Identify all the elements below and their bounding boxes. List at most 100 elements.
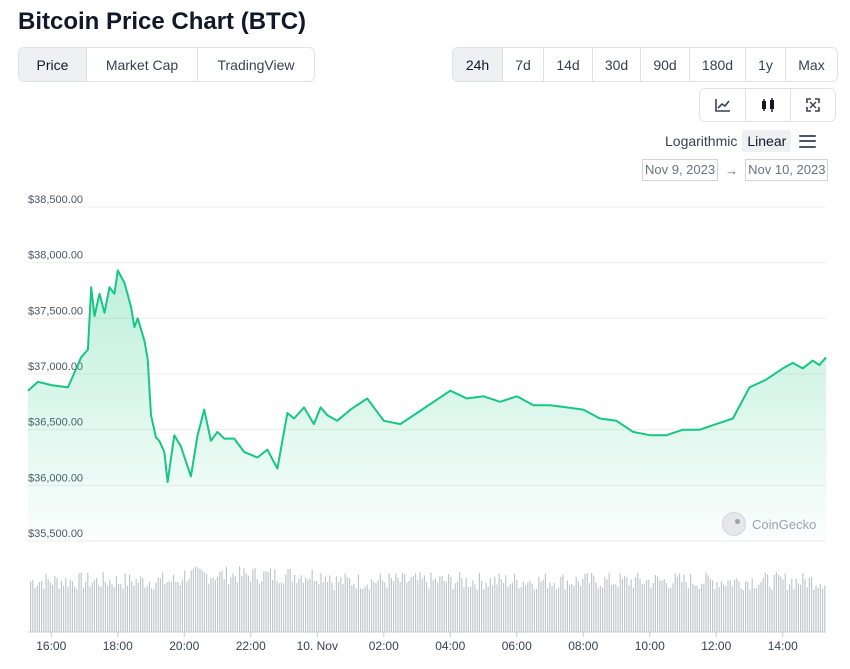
volume-bar — [778, 574, 780, 632]
volume-bar — [135, 579, 137, 632]
volume-bar — [54, 575, 56, 632]
volume-bar — [610, 585, 612, 632]
volume-bar — [344, 573, 346, 632]
volume-bar — [659, 580, 661, 632]
line-chart-button[interactable] — [700, 89, 745, 121]
volume-bar — [542, 580, 544, 632]
volume-bar — [560, 576, 562, 632]
fullscreen-button[interactable] — [790, 89, 835, 121]
volume-bar — [371, 579, 373, 632]
volume-bar — [736, 578, 738, 632]
volume-bar — [179, 585, 181, 632]
volume-bar — [85, 582, 87, 632]
range-tab-180d[interactable]: 180d — [689, 48, 745, 81]
volume-bar — [342, 583, 344, 632]
volume-bar — [615, 584, 617, 632]
volume-bar — [773, 574, 775, 632]
volume-bar — [450, 577, 452, 632]
volume-bar — [819, 584, 821, 632]
volume-bar — [694, 585, 696, 632]
volume-bar — [683, 574, 685, 632]
volume-bar — [753, 588, 755, 632]
volume-bar — [239, 566, 241, 632]
range-tab-24h[interactable]: 24h — [453, 48, 502, 81]
volume-bar — [93, 580, 95, 632]
range-tab-30d[interactable]: 30d — [592, 48, 640, 81]
menu-icon[interactable] — [799, 134, 817, 148]
tab-tradingview[interactable]: TradingView — [197, 48, 314, 81]
volume-bar — [725, 585, 727, 632]
volume-bar — [511, 582, 513, 632]
volume-bar — [668, 588, 670, 632]
volume-bar — [608, 572, 610, 632]
tab-market-cap[interactable]: Market Cap — [86, 48, 197, 81]
logarithmic-option[interactable]: Logarithmic — [665, 133, 738, 149]
volume-bar — [287, 569, 289, 632]
volume-bar — [771, 589, 773, 632]
volume-bar — [329, 575, 331, 632]
x-tick-label: 06:00 — [502, 639, 532, 653]
volume-bar — [397, 577, 399, 632]
volume-bar — [302, 582, 304, 632]
volume-bar — [553, 583, 555, 632]
volume-bar — [795, 578, 797, 632]
date-to-input[interactable]: Nov 10, 2023 — [745, 159, 829, 181]
volume-bar — [254, 567, 256, 632]
volume-bar — [49, 582, 51, 632]
volume-bar — [529, 580, 531, 632]
x-tick-label: 16:00 — [36, 639, 66, 653]
volume-bar — [718, 587, 720, 632]
volume-bar — [311, 569, 313, 632]
volume-bar — [390, 578, 392, 632]
volume-bar — [496, 584, 498, 632]
range-tab-90d[interactable]: 90d — [640, 48, 689, 81]
candlestick-button[interactable] — [745, 89, 790, 121]
volume-bar — [588, 583, 590, 632]
volume-bar — [115, 576, 117, 632]
x-tick-label: 10. Nov — [297, 639, 338, 653]
range-tab-14d[interactable]: 14d — [543, 48, 592, 81]
volume-bar — [340, 576, 342, 632]
volume-bar — [122, 588, 124, 632]
range-tab-1y[interactable]: 1y — [745, 48, 785, 81]
volume-bar — [439, 576, 441, 632]
volume-bar — [637, 572, 639, 632]
range-tab-max[interactable]: Max — [785, 48, 837, 81]
volume-bar — [69, 579, 71, 632]
x-tick-label: 14:00 — [768, 639, 798, 653]
volume-bar — [324, 576, 326, 632]
tab-price[interactable]: Price — [19, 48, 86, 81]
volume-bar — [463, 587, 465, 632]
volume-bar — [206, 574, 208, 632]
volume-bar — [146, 586, 148, 632]
volume-bar — [283, 583, 285, 632]
volume-bar — [707, 575, 709, 632]
volume-bar — [331, 582, 333, 632]
volume-bar — [346, 577, 348, 632]
volume-bar — [749, 589, 751, 632]
volume-bar — [252, 569, 254, 632]
volume-bar — [461, 578, 463, 632]
volume-bar — [503, 582, 505, 632]
volume-bar — [278, 583, 280, 632]
volume-bar — [494, 576, 496, 632]
date-range-arrow: → — [725, 162, 739, 178]
time-range-tabs: 24h 7d 14d 30d 90d 180d 1y Max — [452, 47, 838, 82]
volume-bar — [274, 569, 276, 632]
volume-bar — [595, 582, 597, 632]
volume-bar — [467, 587, 469, 632]
volume-bar — [333, 589, 335, 632]
volume-bar — [731, 586, 733, 632]
volume-bar — [547, 588, 549, 632]
volume-bar — [404, 574, 406, 632]
linear-option[interactable]: Linear — [742, 130, 792, 152]
volume-bar — [175, 581, 177, 632]
volume-bar — [723, 584, 725, 632]
date-from-input[interactable]: Nov 9, 2023 — [642, 159, 719, 181]
volume-bar — [808, 577, 810, 632]
volume-bar — [153, 589, 155, 632]
volume-bar — [432, 580, 434, 632]
candlestick-icon — [762, 98, 774, 112]
range-tab-7d[interactable]: 7d — [502, 48, 543, 81]
volume-bar — [584, 574, 586, 632]
